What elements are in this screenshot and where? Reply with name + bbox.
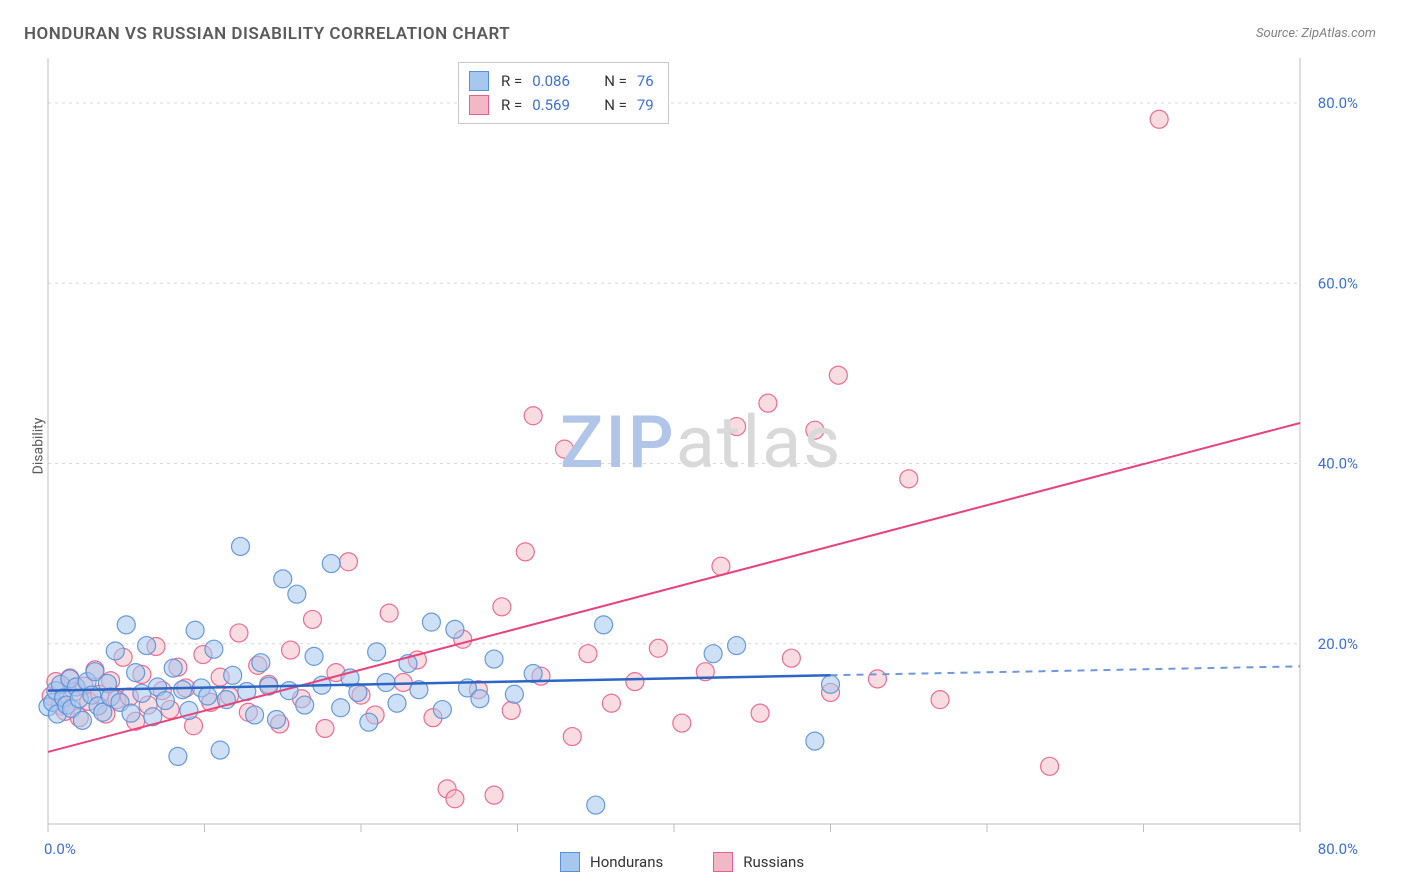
stats-legend: R = 0.086 N = 76 R = 0.569 N = 79	[458, 62, 669, 124]
n-label: N =	[604, 72, 627, 90]
n-value-russians: 79	[637, 96, 654, 114]
svg-text:20.0%: 20.0%	[1318, 635, 1358, 653]
svg-text:0.0%: 0.0%	[44, 840, 76, 858]
legend-label-hondurans: Hondurans	[590, 853, 663, 871]
series-legend: Hondurans Russians	[560, 852, 804, 872]
r-label: R =	[501, 72, 522, 90]
r-value-russians: 0.569	[532, 96, 582, 114]
gridlines	[48, 103, 1300, 644]
svg-text:60.0%: 60.0%	[1318, 274, 1358, 292]
svg-text:80.0%: 80.0%	[1318, 94, 1358, 112]
swatch-russians	[469, 95, 489, 115]
plot-svg: 20.0% 40.0% 60.0% 80.0% 0.0% 80.0%	[0, 0, 1406, 892]
axes	[48, 58, 1300, 832]
swatch-hondurans-icon	[560, 852, 580, 872]
chart-container: HONDURAN VS RUSSIAN DISABILITY CORRELATI…	[0, 0, 1406, 892]
n-value-hondurans: 76	[637, 72, 654, 90]
legend-label-russians: Russians	[743, 853, 804, 871]
ytick-labels: 20.0% 40.0% 60.0% 80.0%	[1318, 94, 1358, 653]
svg-text:40.0%: 40.0%	[1318, 455, 1358, 473]
r-label: R =	[501, 96, 522, 114]
r-value-hondurans: 0.086	[532, 72, 582, 90]
swatch-hondurans	[469, 71, 489, 91]
scatter-hondurans	[39, 537, 840, 814]
stats-row-hondurans: R = 0.086 N = 76	[469, 69, 654, 93]
stats-row-russians: R = 0.569 N = 79	[469, 93, 654, 117]
n-label: N =	[604, 96, 627, 114]
swatch-russians-icon	[713, 852, 733, 872]
trend-lines	[48, 423, 1300, 752]
svg-text:80.0%: 80.0%	[1318, 840, 1358, 858]
